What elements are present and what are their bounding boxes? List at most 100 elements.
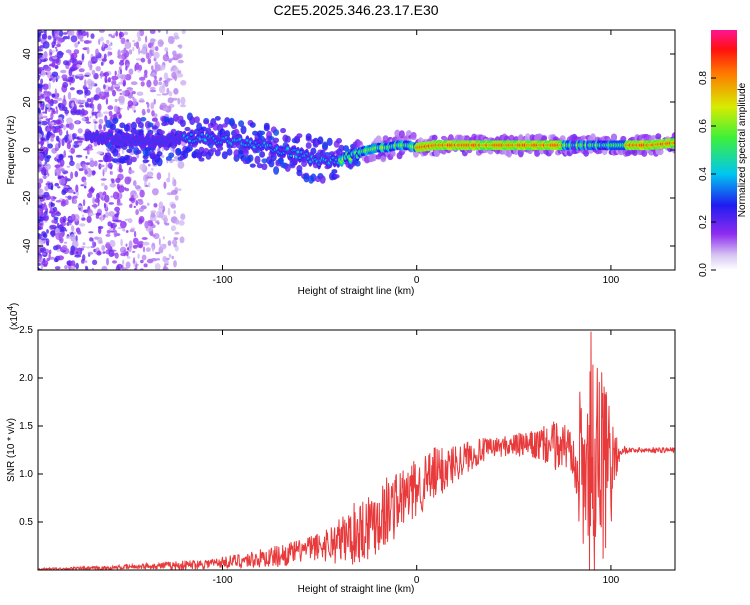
- noise-blob: [145, 247, 151, 252]
- noise-blob: [57, 255, 64, 261]
- noise-blob: [125, 65, 128, 71]
- noise-blob: [124, 41, 132, 49]
- noise-blob: [117, 69, 121, 75]
- noise-blob: [141, 237, 148, 240]
- noise-blob: [67, 31, 72, 36]
- band-blob: [433, 148, 440, 157]
- noise-blob: [151, 45, 156, 51]
- noise-blob: [172, 177, 175, 181]
- noise-blob: [96, 151, 103, 155]
- noise-blob: [138, 46, 141, 55]
- x-tick-label: -100: [212, 575, 232, 586]
- noise-blob: [68, 150, 72, 153]
- noise-blob: [86, 149, 90, 155]
- noise-blob: [105, 211, 109, 218]
- noise-blob: [54, 88, 57, 96]
- noise-blob: [124, 74, 132, 81]
- noise-blob: [115, 177, 121, 184]
- noise-blob: [145, 52, 150, 60]
- x-tick-label: 0: [414, 275, 420, 286]
- noise-blob: [137, 36, 142, 42]
- ridge-core: [293, 148, 296, 152]
- noise-blob: [79, 39, 84, 42]
- noise-blob: [82, 242, 86, 246]
- band-blob: [326, 137, 333, 146]
- noise-blob: [147, 182, 151, 188]
- noise-blob: [52, 206, 58, 212]
- noise-blob: [125, 243, 128, 247]
- noise-blob: [91, 204, 99, 208]
- noise-blob: [67, 76, 74, 82]
- band-blob: [354, 160, 361, 167]
- x-tick-label: 100: [603, 575, 620, 586]
- noise-blob: [168, 253, 172, 258]
- noise-blob: [139, 189, 145, 198]
- noise-blob: [153, 79, 159, 87]
- snr-x-label: Height of straight line (km): [298, 584, 415, 595]
- noise-blob: [105, 234, 111, 237]
- band-blob: [261, 163, 268, 171]
- noise-blob: [140, 57, 146, 63]
- noise-blob: [38, 95, 41, 101]
- noise-blob: [64, 199, 69, 206]
- noise-blob: [38, 83, 43, 89]
- noise-blob: [132, 91, 136, 95]
- noise-blob: [128, 68, 134, 75]
- band-blob: [310, 173, 317, 182]
- noise-blob: [124, 176, 131, 185]
- noise-blob: [134, 64, 137, 72]
- noise-blob: [69, 57, 76, 63]
- noise-blob: [150, 102, 155, 110]
- band-blob: [611, 133, 617, 143]
- noise-blob: [46, 126, 50, 132]
- noise-blob: [66, 142, 71, 150]
- snr-frame: [37, 329, 676, 571]
- band-blob: [657, 147, 664, 156]
- ridge-core: [95, 133, 99, 136]
- noise-blob: [84, 79, 87, 88]
- noise-blob: [135, 263, 139, 266]
- noise-blob: [177, 59, 184, 64]
- noise-blob: [84, 169, 88, 175]
- noise-blob: [180, 80, 187, 86]
- noise-blob: [64, 241, 68, 244]
- band-blob: [130, 127, 137, 135]
- noise-blob: [148, 163, 151, 167]
- noise-blob: [39, 196, 45, 202]
- band-blob: [175, 148, 182, 154]
- noise-blob: [96, 112, 104, 118]
- band-blob: [214, 149, 221, 157]
- noise-blob: [83, 40, 91, 44]
- noise-blob: [86, 266, 89, 270]
- noise-blob: [122, 79, 126, 87]
- x-tick-label: 100: [603, 275, 620, 286]
- noise-blob: [162, 266, 169, 270]
- noise-blob: [86, 98, 92, 103]
- band-blob: [259, 151, 266, 158]
- noise-blob: [84, 89, 91, 96]
- y-tick-label: 0: [22, 147, 33, 153]
- noise-blob: [124, 187, 127, 190]
- noise-blob: [96, 251, 102, 256]
- noise-blob: [46, 229, 49, 234]
- noise-blob: [75, 73, 83, 77]
- noise-blob: [133, 205, 136, 209]
- noise-blob: [149, 86, 156, 90]
- noise-blob: [131, 104, 136, 112]
- band-blob: [137, 122, 144, 129]
- band-blob: [305, 142, 312, 149]
- noise-blob: [83, 179, 87, 188]
- noise-blob: [174, 73, 177, 82]
- noise-blob: [63, 124, 67, 131]
- noise-blob: [55, 65, 58, 69]
- band-blob: [231, 123, 238, 130]
- noise-blob: [68, 133, 73, 141]
- noise-blob: [86, 46, 90, 55]
- noise-blob: [126, 255, 131, 259]
- ridge-core: [190, 133, 193, 136]
- noise-blob: [142, 246, 146, 253]
- noise-blob: [63, 150, 66, 158]
- noise-blob: [174, 245, 179, 252]
- noise-blob: [133, 257, 136, 264]
- noise-blob: [46, 130, 51, 139]
